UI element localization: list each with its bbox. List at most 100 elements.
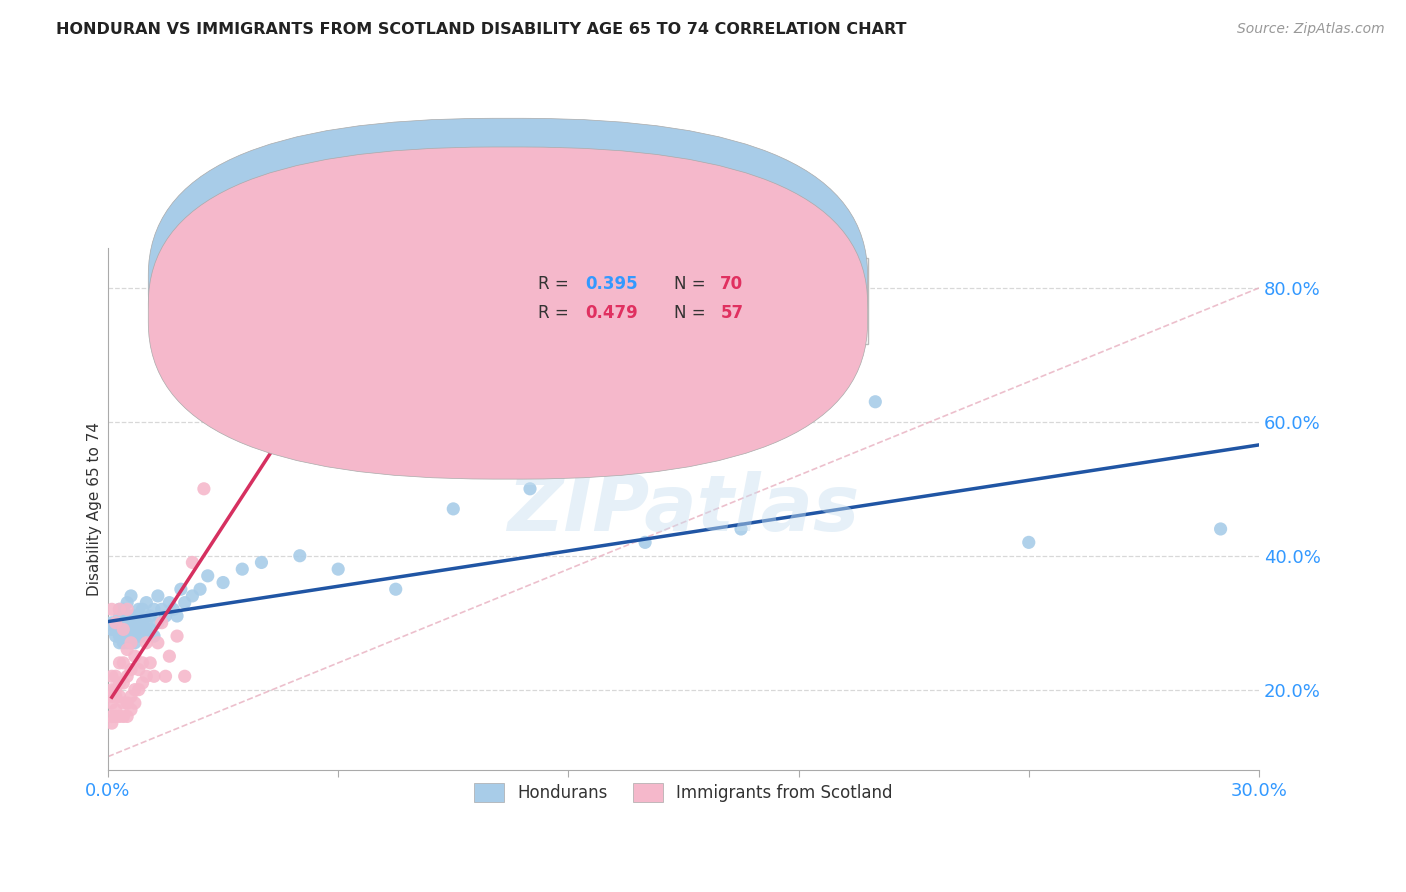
Point bbox=[124, 636, 146, 650]
Point bbox=[346, 361, 368, 376]
Point bbox=[120, 663, 142, 677]
Point bbox=[104, 629, 127, 643]
Point bbox=[131, 629, 153, 643]
Point bbox=[104, 682, 127, 697]
Point bbox=[112, 656, 135, 670]
Point bbox=[135, 596, 157, 610]
Point bbox=[865, 394, 887, 409]
Point bbox=[157, 596, 180, 610]
Point bbox=[115, 629, 138, 643]
Point bbox=[128, 623, 150, 637]
Point bbox=[124, 609, 146, 624]
Point bbox=[128, 615, 150, 630]
Text: 0.479: 0.479 bbox=[586, 304, 638, 322]
Point bbox=[120, 589, 142, 603]
Point bbox=[139, 609, 162, 624]
Point bbox=[231, 562, 253, 576]
Point bbox=[101, 709, 124, 723]
Point bbox=[112, 676, 135, 690]
Point bbox=[112, 709, 135, 723]
Point bbox=[131, 676, 153, 690]
Text: 70: 70 bbox=[720, 276, 744, 293]
Point bbox=[288, 327, 311, 342]
Point bbox=[124, 649, 146, 664]
Point bbox=[1018, 535, 1040, 549]
Point bbox=[108, 636, 131, 650]
Point bbox=[108, 629, 131, 643]
Text: N =: N = bbox=[675, 276, 711, 293]
Text: 0.395: 0.395 bbox=[586, 276, 638, 293]
Point bbox=[101, 682, 124, 697]
Point bbox=[139, 623, 162, 637]
Point bbox=[108, 609, 131, 624]
Point bbox=[108, 602, 131, 616]
Point bbox=[104, 703, 127, 717]
Point bbox=[108, 623, 131, 637]
FancyBboxPatch shape bbox=[148, 147, 868, 479]
Point bbox=[101, 716, 124, 731]
Point bbox=[131, 615, 153, 630]
Point bbox=[634, 535, 657, 549]
Point bbox=[146, 636, 169, 650]
Point bbox=[120, 615, 142, 630]
Point bbox=[112, 615, 135, 630]
Point bbox=[131, 656, 153, 670]
Text: N =: N = bbox=[675, 304, 711, 322]
Point bbox=[404, 327, 426, 342]
Text: HONDURAN VS IMMIGRANTS FROM SCOTLAND DISABILITY AGE 65 TO 74 CORRELATION CHART: HONDURAN VS IMMIGRANTS FROM SCOTLAND DIS… bbox=[56, 22, 907, 37]
Point bbox=[108, 602, 131, 616]
Point bbox=[115, 623, 138, 637]
Point bbox=[112, 696, 135, 710]
Point bbox=[104, 669, 127, 683]
Point bbox=[101, 623, 124, 637]
Point bbox=[112, 623, 135, 637]
Point bbox=[112, 602, 135, 616]
Point bbox=[115, 636, 138, 650]
Point bbox=[143, 602, 166, 616]
Point bbox=[124, 696, 146, 710]
Point bbox=[120, 636, 142, 650]
Point bbox=[115, 602, 138, 616]
Point bbox=[115, 596, 138, 610]
Point bbox=[120, 703, 142, 717]
Point bbox=[120, 636, 142, 650]
Point bbox=[188, 582, 211, 597]
Point bbox=[112, 623, 135, 637]
Text: R =: R = bbox=[538, 304, 575, 322]
Legend: Hondurans, Immigrants from Scotland: Hondurans, Immigrants from Scotland bbox=[468, 776, 900, 809]
Point bbox=[212, 575, 235, 590]
Point bbox=[250, 556, 273, 570]
Point bbox=[128, 663, 150, 677]
Point bbox=[143, 669, 166, 683]
Text: Source: ZipAtlas.com: Source: ZipAtlas.com bbox=[1237, 22, 1385, 37]
Point bbox=[108, 676, 131, 690]
Y-axis label: Disability Age 65 to 74: Disability Age 65 to 74 bbox=[87, 422, 101, 596]
Point bbox=[730, 522, 752, 536]
Point bbox=[150, 615, 173, 630]
Point bbox=[173, 669, 195, 683]
Point bbox=[115, 642, 138, 657]
Point bbox=[120, 623, 142, 637]
Point bbox=[166, 609, 188, 624]
Point bbox=[1209, 522, 1232, 536]
Point bbox=[112, 636, 135, 650]
Point bbox=[173, 596, 195, 610]
Point bbox=[162, 602, 184, 616]
Point bbox=[128, 629, 150, 643]
Point bbox=[120, 629, 142, 643]
Point bbox=[101, 602, 124, 616]
Point bbox=[135, 615, 157, 630]
Point bbox=[120, 609, 142, 624]
Point bbox=[108, 690, 131, 704]
Point bbox=[104, 623, 127, 637]
Point bbox=[441, 502, 464, 516]
Point bbox=[139, 656, 162, 670]
Point bbox=[146, 589, 169, 603]
Point bbox=[519, 482, 541, 496]
Point bbox=[104, 690, 127, 704]
Text: ZIPatlas: ZIPatlas bbox=[508, 471, 859, 547]
Point bbox=[108, 709, 131, 723]
Point bbox=[128, 602, 150, 616]
Point bbox=[131, 602, 153, 616]
Point bbox=[115, 709, 138, 723]
